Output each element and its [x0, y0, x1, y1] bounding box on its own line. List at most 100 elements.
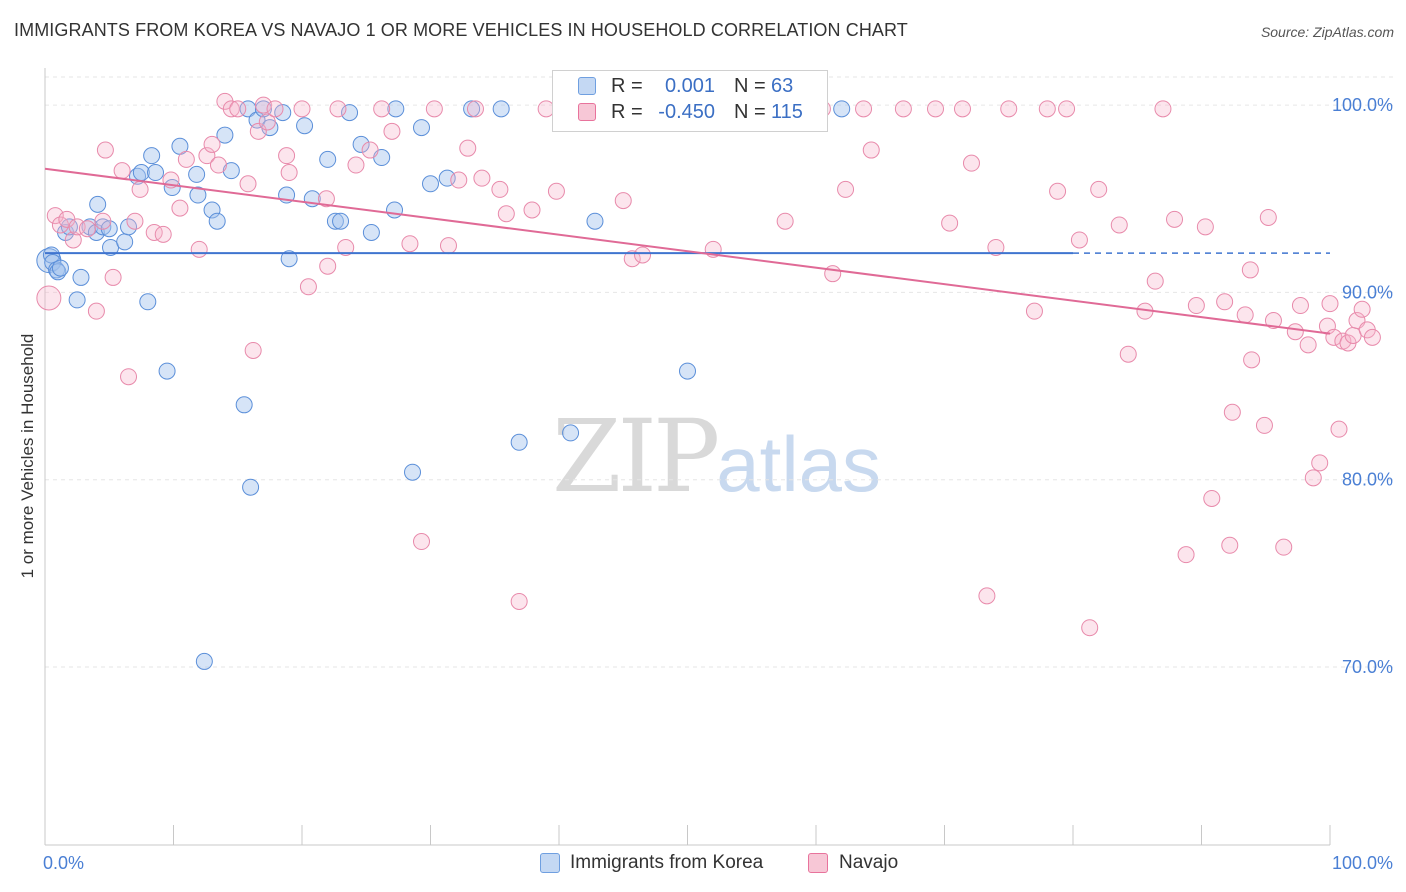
point-navajo — [249, 122, 267, 140]
point-navajo — [614, 192, 632, 210]
point-korea — [120, 218, 138, 236]
point-navajo — [776, 212, 794, 230]
point-korea — [413, 119, 431, 137]
point-navajo — [1203, 489, 1221, 507]
legend-r-value: -0.450 — [658, 101, 715, 123]
point-navajo — [1090, 180, 1108, 198]
legend-n-value: 115 — [771, 101, 803, 123]
point-navajo — [824, 265, 842, 283]
point-navajo — [978, 587, 996, 605]
legend-n-value: 63 — [771, 75, 794, 97]
point-navajo — [1291, 297, 1309, 315]
point-navajo — [953, 100, 971, 118]
point-korea — [143, 147, 161, 165]
legend-r-label: R = — [611, 101, 643, 123]
point-navajo — [154, 225, 172, 243]
series-legend-label-korea: Immigrants from Korea — [570, 852, 764, 873]
source-note: Source: ZipAtlas.com — [1260, 24, 1394, 40]
point-navajo — [299, 278, 317, 296]
point-navajo — [1286, 323, 1304, 341]
point-korea — [89, 195, 107, 213]
point-korea — [81, 218, 99, 236]
point-navajo — [1264, 312, 1282, 330]
series-legend: Immigrants from Korea Navajo — [0, 851, 1406, 877]
point-navajo — [131, 180, 149, 198]
point-korea — [332, 212, 350, 230]
point-navajo — [634, 246, 652, 264]
point-korea — [833, 100, 851, 118]
point-navajo — [1058, 100, 1076, 118]
point-navajo — [361, 141, 379, 159]
point-navajo — [862, 141, 880, 159]
point-korea — [422, 175, 439, 193]
legend-swatch-korea — [578, 77, 596, 95]
point-korea — [679, 362, 696, 380]
point-korea — [463, 100, 481, 118]
point-korea — [139, 293, 157, 311]
point-korea — [387, 100, 405, 118]
point-navajo — [894, 100, 912, 118]
point-navajo — [293, 100, 311, 118]
point-korea — [216, 126, 234, 144]
watermark-atlas: atlas — [716, 420, 882, 508]
point-korea — [132, 164, 150, 182]
point-korea — [296, 117, 314, 135]
point-navajo — [87, 302, 105, 320]
point-navajo — [1221, 536, 1239, 554]
point-navajo — [1154, 100, 1172, 118]
point-navajo — [244, 341, 262, 359]
point-navajo — [1177, 546, 1195, 564]
point-navajo — [126, 212, 144, 230]
point-navajo — [222, 100, 240, 118]
point-navajo — [962, 154, 980, 172]
point-navajo — [203, 135, 221, 153]
point-korea — [158, 362, 176, 380]
point-navajo — [64, 231, 82, 249]
y-tick-label: 90.0% — [1342, 282, 1393, 302]
point-navajo — [266, 100, 284, 118]
point-navajo — [466, 100, 484, 118]
trendline-navajo — [44, 167, 1331, 335]
point-navajo — [239, 175, 257, 193]
x-tick-label: 0.0% — [43, 853, 84, 873]
legend-row-korea: R = 0.001 N = 63 — [553, 74, 827, 100]
point-navajo — [1321, 295, 1339, 313]
point-navajo — [171, 199, 189, 217]
chart-title: IMMIGRANTS FROM KOREA VS NAVAJO 1 OR MOR… — [14, 20, 908, 40]
point-korea — [235, 396, 253, 414]
point-navajo — [1304, 469, 1322, 487]
point-navajo — [459, 139, 477, 157]
point-korea — [404, 463, 422, 481]
point-navajo — [497, 205, 515, 223]
y-tick-label: 70.0% — [1342, 657, 1393, 677]
point-navajo — [68, 218, 86, 236]
point-korea — [586, 212, 604, 230]
point-korea — [386, 201, 404, 219]
point-korea — [195, 652, 213, 670]
point-navajo — [1081, 619, 1099, 637]
point-navajo — [1146, 272, 1164, 290]
legend-row-navajo: R = -0.450 N = 115 — [553, 100, 827, 126]
point-navajo — [94, 212, 112, 230]
legend-r-value: 0.001 — [664, 75, 715, 97]
point-navajo — [1236, 306, 1254, 324]
correlation-legend: R = 0.001 N = 63 R = -0.450 N = 115 — [552, 70, 828, 132]
point-korea — [242, 478, 260, 496]
point-navajo — [473, 169, 491, 187]
point-navajo — [837, 180, 855, 198]
point-korea — [362, 223, 380, 241]
point-navajo — [280, 164, 298, 182]
point-navajo — [113, 162, 131, 180]
y-tick-label: 80.0% — [1342, 470, 1393, 490]
point-navajo — [278, 147, 296, 165]
point-navajo — [1243, 351, 1261, 369]
legend-n-label: N = — [734, 101, 766, 123]
point-navajo — [258, 113, 276, 131]
point-navajo — [51, 216, 69, 234]
point-korea — [116, 233, 134, 251]
point-navajo — [1110, 216, 1128, 234]
point-navajo — [120, 368, 138, 386]
point-navajo — [383, 122, 401, 140]
point-navajo — [1196, 218, 1214, 236]
point-navajo — [1344, 326, 1362, 344]
